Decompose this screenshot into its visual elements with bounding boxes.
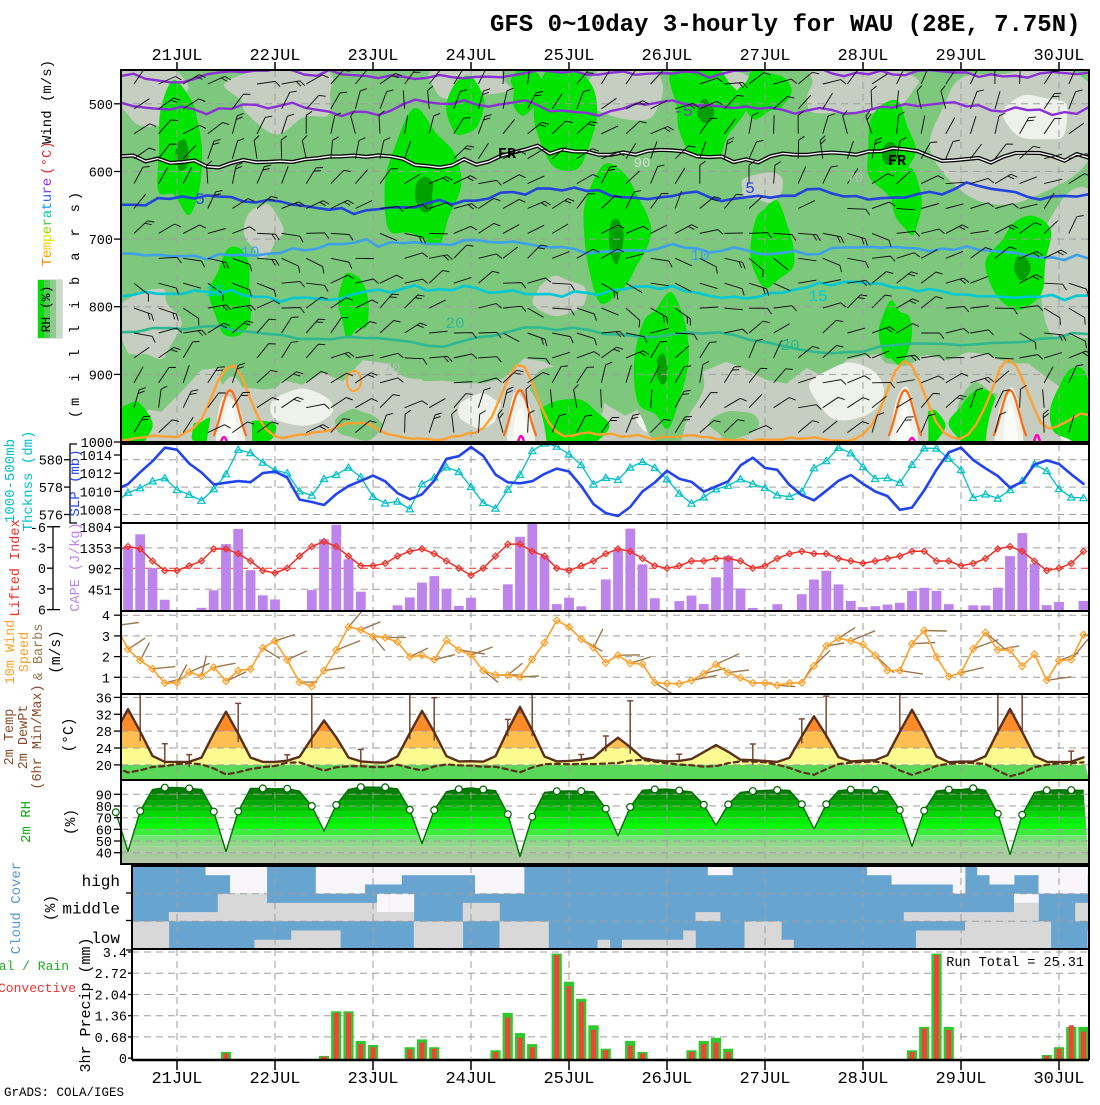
svg-text:0.68: 0.68 [95,1032,127,1047]
svg-text:GFS 0~10day 3-hourly for WAU (: GFS 0~10day 3-hourly for WAU (28E, 7.75N… [490,12,1081,39]
svg-text:10: 10 [690,247,709,265]
svg-text:-3: -3 [30,543,46,558]
svg-text:700: 700 [89,234,113,249]
svg-text:2m Temp: 2m Temp [3,709,18,766]
svg-text:2: 2 [102,652,110,667]
svg-text:2.04: 2.04 [95,990,127,1005]
svg-text:580: 580 [39,455,63,470]
svg-text:26JUL: 26JUL [641,1070,692,1089]
svg-text:800: 800 [89,302,113,317]
svg-text:Run Total = 25.31: Run Total = 25.31 [946,956,1084,971]
svg-text:3: 3 [38,584,46,599]
svg-text:1.36: 1.36 [95,1011,127,1026]
svg-text:RH (%): RH (%) [39,286,54,333]
svg-text:24: 24 [96,743,112,758]
svg-text:5: 5 [745,180,755,198]
svg-text:1804: 1804 [80,522,112,537]
svg-text:Total / Rain: Total / Rain [0,959,69,974]
svg-text:90: 90 [634,156,651,172]
svg-text:29JUL: 29JUL [935,1070,986,1089]
svg-text:27JUL: 27JUL [739,1070,790,1089]
svg-text:28JUL: 28JUL [837,1070,888,1089]
svg-text:15: 15 [808,288,827,306]
svg-text:middle: middle [62,901,120,919]
svg-text:902: 902 [88,564,112,579]
svg-text:-5: -5 [673,103,692,121]
svg-text:4: 4 [102,610,110,625]
svg-text:1010: 1010 [80,486,112,501]
svg-text:2m RH: 2m RH [19,801,35,843]
svg-text:451: 451 [88,584,112,599]
svg-text:23JUL: 23JUL [347,1070,398,1089]
svg-text:-6: -6 [30,522,46,537]
svg-text:10: 10 [240,244,259,262]
svg-text:0: 0 [38,563,46,578]
svg-text:(m/s): (m/s) [49,630,65,674]
svg-text:21JUL: 21JUL [151,1070,202,1089]
svg-text:GrADS: COLA/IGES: GrADS: COLA/IGES [4,1086,124,1100]
svg-text:22JUL: 22JUL [249,1070,300,1089]
svg-text:6: 6 [38,605,46,620]
svg-text:low: low [91,930,120,948]
svg-text:20: 20 [780,337,799,355]
svg-text:30JUL: 30JUL [1033,1070,1084,1089]
svg-text:Cloud Cover: Cloud Cover [9,862,25,954]
svg-text:(°C): (°C) [62,718,78,753]
svg-text:2m DewPt: 2m DewPt [17,705,32,770]
svg-text:FR: FR [888,153,906,170]
svg-text:Wind (m/s): Wind (m/s) [40,60,56,144]
svg-text:5: 5 [195,191,205,209]
svg-text:1: 1 [102,672,110,687]
svg-text:70: 70 [847,171,864,187]
svg-text:600: 600 [89,167,113,182]
svg-text:10m Wind: 10m Wind [4,620,19,685]
svg-text:20: 20 [96,760,112,775]
svg-text:500: 500 [89,99,113,114]
svg-text:40: 40 [96,848,112,863]
svg-text:& Barbs: & Barbs [32,624,47,681]
svg-text:900: 900 [89,369,113,384]
svg-text:25JUL: 25JUL [543,1070,594,1089]
svg-text:3: 3 [102,631,110,646]
svg-text:0: 0 [119,1053,127,1068]
svg-text:1000-500mb: 1000-500mb [3,439,19,523]
svg-text:(%): (%) [64,809,80,835]
svg-text:(6hr Min/Max): (6hr Min/Max) [31,684,46,789]
svg-text:15: 15 [205,283,224,301]
svg-text:70: 70 [384,361,401,377]
svg-text:3hr Precip (mm): 3hr Precip (mm) [78,937,95,1072]
svg-text:3.4: 3.4 [103,947,127,962]
svg-text:(%): (%) [44,895,60,921]
svg-text:Thcknss (dm): Thcknss (dm) [21,431,37,532]
svg-text:high: high [82,873,120,891]
svg-text:20: 20 [445,315,464,333]
svg-text:(°C): (°C) [40,141,56,175]
svg-text:FR: FR [498,146,516,163]
svg-text:(m i l l i b a r s): (m i l l i b a r s) [69,188,84,418]
svg-text:1353: 1353 [80,543,112,558]
svg-text:e: e [40,178,56,186]
svg-text:1012: 1012 [80,468,112,483]
svg-text:Speed: Speed [18,632,33,673]
svg-text:24JUL: 24JUL [445,1070,496,1089]
svg-text:1008: 1008 [80,505,112,520]
svg-text:Convective: Convective [0,981,76,996]
svg-text:578: 578 [39,482,63,497]
svg-text:28: 28 [96,726,112,741]
svg-text:Lifted Index: Lifted Index [9,519,24,616]
svg-text:1014: 1014 [80,450,112,465]
svg-text:32: 32 [96,709,112,724]
svg-text:2.72: 2.72 [95,968,127,983]
svg-text:36: 36 [96,692,112,707]
